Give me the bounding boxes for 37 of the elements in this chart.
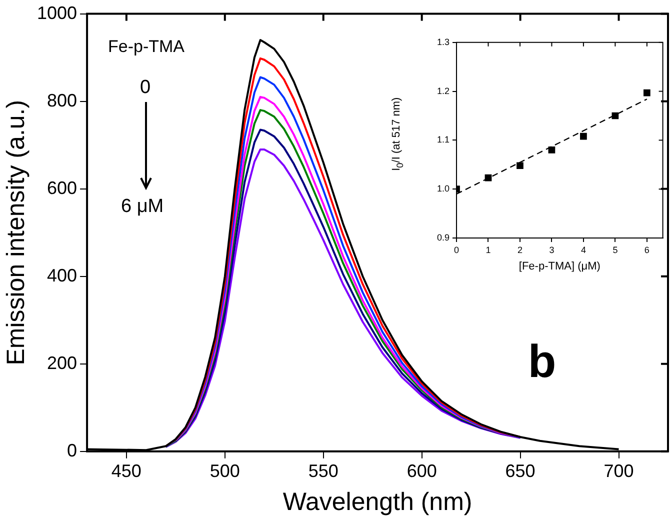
x-tick-label: 700 — [604, 461, 634, 482]
y-tick-label: 1.2 — [436, 86, 450, 96]
x-axis-title: [Fe-p-TMA] (μM) — [518, 260, 600, 272]
point — [580, 132, 587, 140]
annotation: 0 — [140, 77, 151, 98]
x-tick-label: 450 — [111, 461, 142, 482]
y-tick-label: 1.0 — [436, 184, 450, 194]
x-tick-label: 600 — [406, 461, 437, 482]
y-axis-title: Emission intensity (a.u.) — [2, 100, 30, 366]
y-tick-label: 400 — [46, 265, 78, 286]
annotation: 6 μM — [121, 196, 164, 217]
point — [484, 174, 492, 182]
y-tick-label: 1.3 — [436, 36, 450, 47]
x-tick-label: 3 — [549, 244, 554, 255]
x-tick-label: 2 — [517, 244, 522, 255]
point — [516, 162, 524, 170]
x-tick-label: 650 — [505, 461, 536, 482]
annotation: b — [528, 335, 556, 387]
y-tick-label: 800 — [46, 90, 78, 110]
x-tick-label: 4 — [580, 244, 586, 255]
point — [612, 112, 619, 120]
point — [644, 89, 650, 96]
y-tick-label: 600 — [46, 178, 78, 198]
y-tick-label: 1000 — [36, 2, 78, 23]
x-tick-label: 1 — [486, 244, 491, 255]
x-tick-label: 500 — [210, 461, 240, 482]
x-tick-label: 0 — [454, 244, 460, 255]
x-tick-label: 5 — [612, 244, 618, 255]
x-tick-label: 550 — [308, 461, 338, 482]
point — [548, 146, 556, 154]
x-axis-title: Wavelength (nm) — [282, 488, 472, 516]
y-tick-label: 1.1 — [436, 134, 450, 145]
y-tick-label: 200 — [46, 352, 78, 373]
y-tick-label: 0.9 — [436, 232, 450, 242]
annotation: Fe-p-TMA — [108, 37, 184, 56]
y-tick-label: 0 — [67, 440, 78, 460]
x-tick-label: 6 — [644, 244, 650, 255]
